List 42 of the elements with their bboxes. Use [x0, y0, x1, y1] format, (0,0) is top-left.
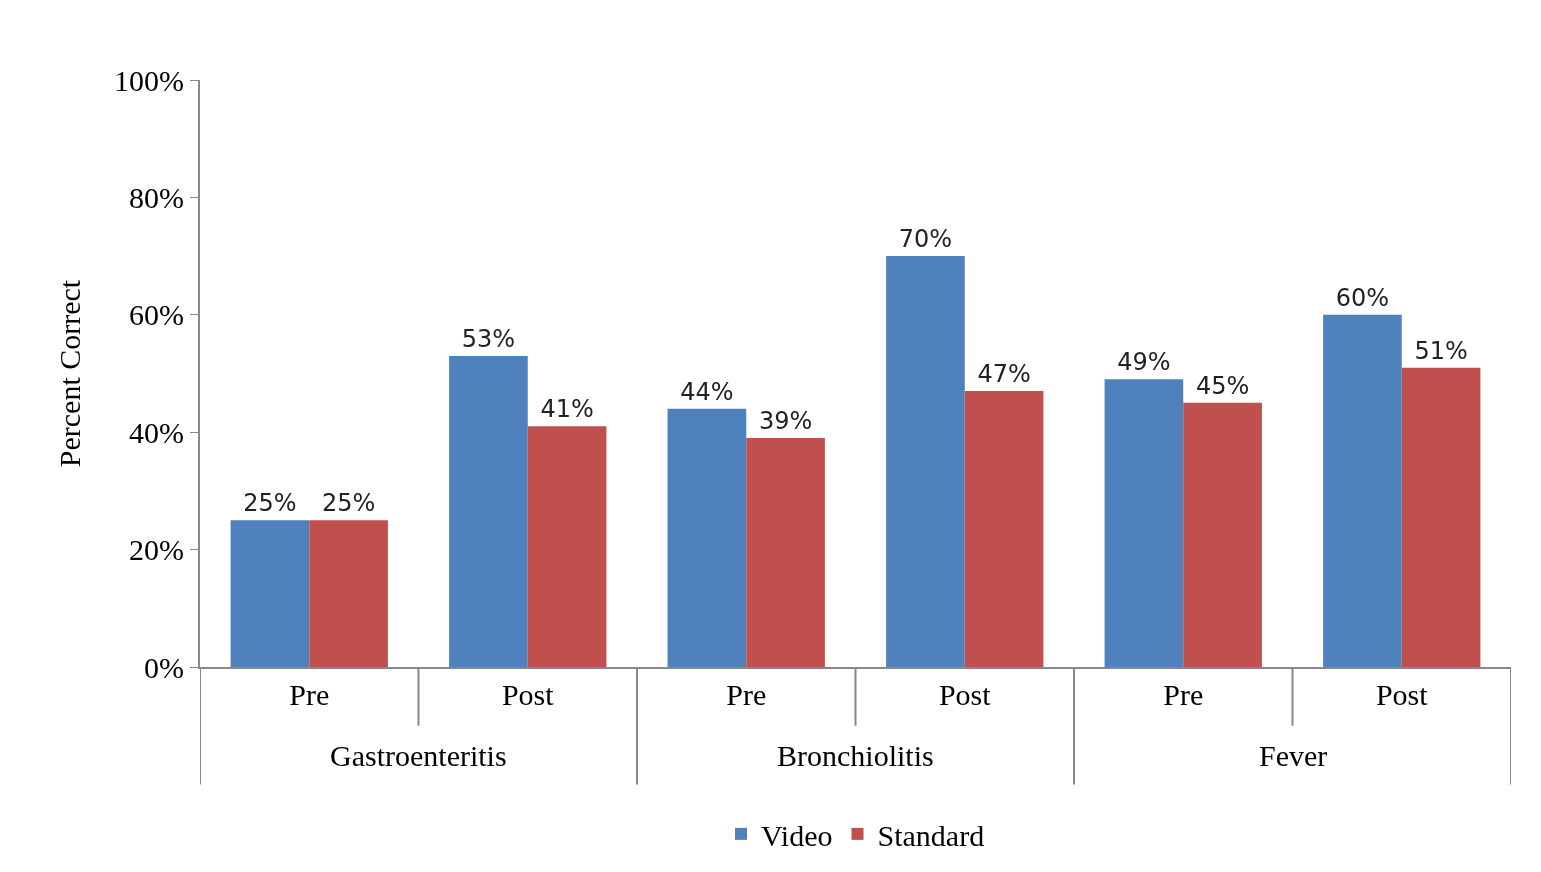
data-label: 51%: [1414, 336, 1468, 365]
y-tick-label: 0%: [144, 650, 184, 684]
legend-label: Standard: [877, 818, 985, 852]
data-label: 49%: [1117, 348, 1171, 377]
bar: [527, 426, 607, 667]
bar: [1323, 314, 1402, 667]
text: Bronchiolitis: [777, 739, 934, 772]
bar: [964, 391, 1044, 667]
data-label: 45%: [1195, 371, 1250, 400]
bar: [746, 438, 825, 667]
data-label: 25%: [321, 489, 376, 518]
bar: [1104, 379, 1184, 667]
x-tick-label: Pre: [1163, 678, 1204, 711]
x-tick-label: Post: [1375, 678, 1429, 711]
bar: [449, 355, 528, 667]
data-label: 39%: [758, 407, 813, 436]
data-label: 47%: [977, 360, 1031, 389]
y-tick-label: 80%: [129, 180, 184, 214]
data-label: 53%: [461, 324, 516, 353]
bar: [309, 520, 388, 667]
x-tick-label: Post: [501, 678, 555, 711]
text: Gastroenteritis: [330, 739, 507, 772]
data-label: 25%: [243, 489, 297, 518]
bar: [667, 408, 747, 667]
bar: [230, 520, 310, 667]
data-label: 41%: [540, 395, 594, 424]
x-tick-label: Pre: [726, 678, 767, 711]
data-label: 44%: [680, 377, 734, 406]
y-axis-title: Percent Correct: [52, 279, 86, 468]
text: Fever: [1259, 739, 1328, 772]
bar: [886, 256, 965, 667]
legend-label: Video: [761, 818, 833, 852]
x-tick-label: Pre: [289, 678, 330, 711]
y-tick-label: 20%: [129, 533, 184, 567]
y-tick-label: 60%: [129, 298, 184, 332]
data-label: 70%: [898, 225, 953, 254]
y-tick-label: 100%: [114, 63, 184, 97]
x-tick-label: Post: [938, 678, 992, 711]
data-label: 60%: [1335, 283, 1390, 312]
y-tick-label: 40%: [129, 415, 184, 449]
bar: [1401, 367, 1481, 667]
bar: [1183, 402, 1262, 667]
